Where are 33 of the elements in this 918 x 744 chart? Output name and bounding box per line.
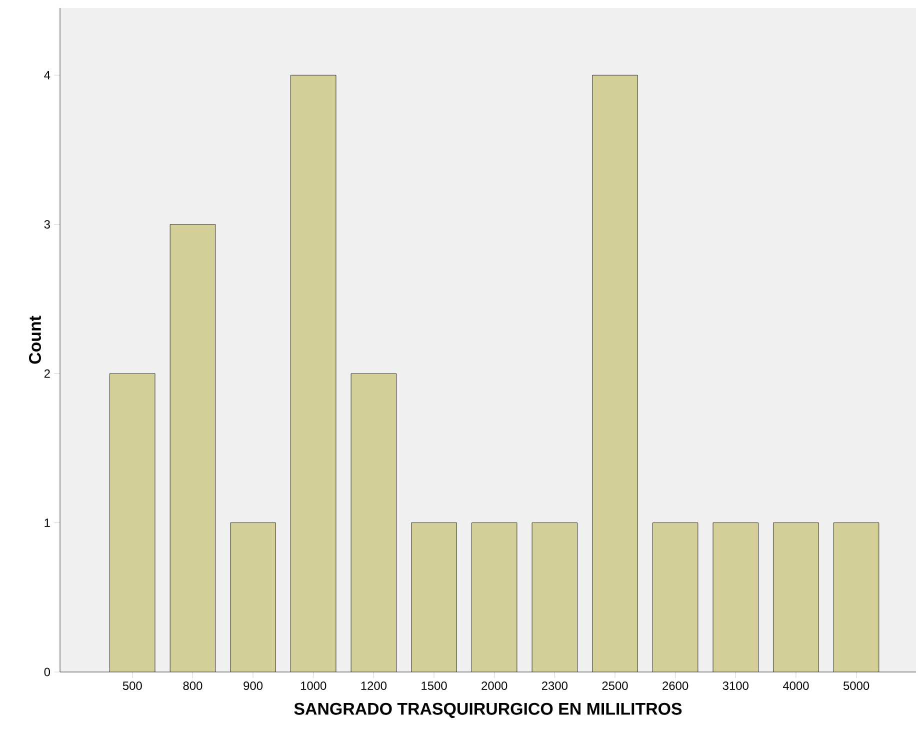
x-axis-title: SANGRADO TRASQUIRURGICO EN MILILITROS — [294, 702, 682, 718]
y-tick-label: 4 — [44, 71, 50, 80]
y-tick-label: 2 — [44, 369, 50, 378]
bar — [230, 522, 276, 672]
x-tick-label: 2600 — [662, 682, 688, 690]
bar — [652, 522, 698, 672]
bar — [773, 522, 819, 672]
bar — [833, 522, 880, 672]
x-tick-label: 2000 — [482, 682, 508, 690]
bar — [713, 522, 758, 672]
x-tick-label: 3100 — [722, 682, 748, 690]
x-tick-label: 1200 — [361, 682, 387, 690]
x-tick-label: 800 — [183, 682, 202, 690]
x-tick-label: 1500 — [422, 682, 447, 690]
bar — [110, 374, 156, 672]
bar — [290, 75, 336, 672]
x-tick-label: 500 — [122, 682, 142, 690]
bar — [170, 224, 216, 672]
y-tick-label: 3 — [44, 220, 50, 229]
x-tick-label: 2300 — [542, 682, 568, 690]
bar — [472, 522, 517, 672]
bar — [592, 75, 638, 672]
bar — [351, 374, 396, 672]
bar — [411, 522, 457, 672]
x-tick-label: 5000 — [843, 682, 870, 690]
x-tick-label: 900 — [244, 682, 263, 690]
x-tick-label: 1000 — [300, 682, 326, 690]
x-tick-label: 4000 — [782, 682, 809, 690]
y-tick-label: 0 — [44, 668, 50, 676]
bar — [532, 522, 578, 672]
y-tick-label: 1 — [44, 518, 50, 527]
y-axis-title: Count — [29, 316, 41, 364]
x-tick-label: 2500 — [602, 682, 628, 690]
